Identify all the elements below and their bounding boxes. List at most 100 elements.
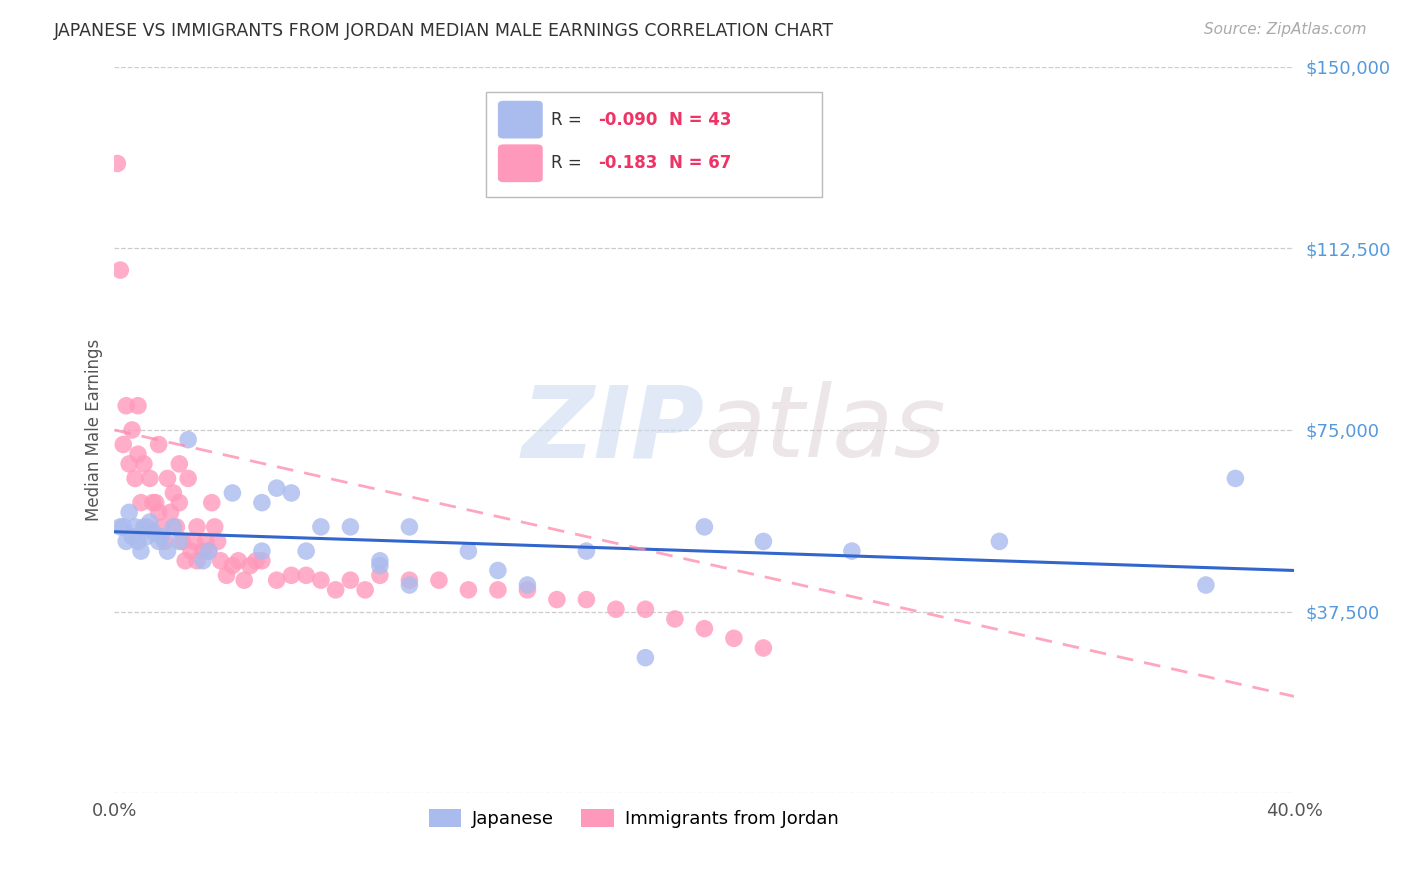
Point [110,263,132,277]
Point [159,505,181,519]
Point [752,640,775,655]
Point [368,568,391,582]
Point [398,578,420,592]
Point [186,554,208,568]
Point [169,534,191,549]
Point [693,622,716,636]
Point [427,573,450,587]
Point [180,544,202,558]
Point [150,530,173,544]
Point [221,558,243,573]
Point [165,520,187,534]
Point [250,496,273,510]
Point [693,520,716,534]
Point [752,534,775,549]
FancyBboxPatch shape [498,101,543,138]
Point [226,554,249,568]
Point [207,534,229,549]
Point [516,582,538,597]
Text: Source: ZipAtlas.com: Source: ZipAtlas.com [1204,22,1367,37]
Point [295,568,318,582]
Point [457,544,479,558]
Point [250,554,273,568]
Point [191,554,214,568]
Point [325,582,347,597]
Point [398,573,420,587]
Point [156,544,179,558]
Point [139,471,162,485]
Point [339,520,361,534]
Point [198,544,221,558]
Point [368,554,391,568]
Point [266,573,288,587]
Point [1225,471,1247,485]
Point [169,496,191,510]
Point [115,399,138,413]
Y-axis label: Median Male Earnings: Median Male Earnings [86,339,103,521]
Point [309,573,332,587]
Point [118,505,141,519]
Point [339,573,361,587]
Text: R =: R = [551,154,586,172]
Text: atlas: atlas [704,382,946,478]
Point [486,582,509,597]
Point [233,573,256,587]
Point [153,534,176,549]
Point [118,457,141,471]
Point [664,612,686,626]
Point [575,544,598,558]
Point [124,471,146,485]
Point [634,602,657,616]
Point [148,534,170,549]
Point [280,486,302,500]
Point [127,447,149,461]
Text: ZIP: ZIP [522,382,704,478]
Point [110,520,132,534]
Point [368,558,391,573]
Point [191,544,214,558]
Point [162,486,184,500]
Point [988,534,1011,549]
Point [221,486,243,500]
Text: -0.090: -0.090 [598,111,658,128]
Point [1195,578,1218,592]
Point [841,544,863,558]
Point [245,554,267,568]
Point [132,520,155,534]
Point [215,568,238,582]
Point [546,592,568,607]
Point [280,568,302,582]
Point [194,534,217,549]
Legend: Japanese, Immigrants from Jordan: Japanese, Immigrants from Jordan [422,801,845,835]
Point [142,524,165,539]
Point [457,582,479,597]
Point [575,592,598,607]
Point [112,520,135,534]
Point [135,520,157,534]
Point [105,156,128,170]
Point [121,423,143,437]
Point [723,632,745,646]
Point [174,554,197,568]
Point [169,457,191,471]
Point [204,520,226,534]
Point [127,534,149,549]
Point [209,554,232,568]
Point [129,544,152,558]
Point [295,544,318,558]
Point [148,437,170,451]
Point [183,534,205,549]
Point [145,496,167,510]
Point [634,650,657,665]
Point [139,515,162,529]
Point [112,437,135,451]
Point [309,520,332,534]
Point [354,582,377,597]
Point [127,399,149,413]
Point [115,534,138,549]
Point [148,505,170,519]
Point [177,471,200,485]
Point [135,530,157,544]
Text: R =: R = [551,111,586,128]
FancyBboxPatch shape [486,92,823,197]
